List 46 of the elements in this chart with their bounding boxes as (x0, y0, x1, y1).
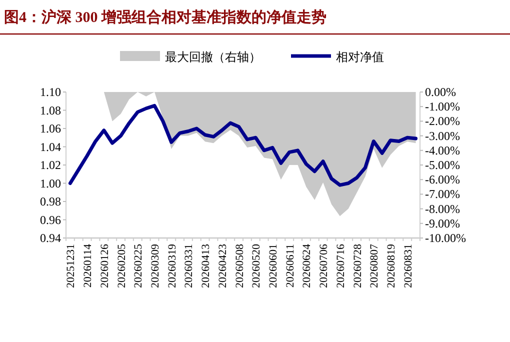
y-tick-label: 1.00 (40, 176, 61, 190)
legend: 相对净值 (291, 50, 384, 64)
x-tick-label: 20260114 (82, 244, 94, 288)
x-tick-label: 20260807 (368, 244, 381, 288)
y-tick-label: 1.02 (40, 158, 61, 172)
y-tick-label: 1.06 (40, 122, 61, 136)
y2-tick-label: -10.00% (425, 231, 466, 245)
y-tick-label: 0.94 (40, 231, 61, 245)
x-tick-label: 20251231 (65, 244, 78, 288)
x-tick-label: 20260309 (150, 244, 162, 288)
y2-tick-label: -4.00% (425, 143, 460, 158)
x-tick-label: 20260423 (216, 244, 229, 288)
legend-label: 最大回撤（右轴） (165, 50, 261, 64)
x-tick-label: 20260624 (301, 244, 314, 288)
y2-tick-label: -5.00% (425, 158, 460, 172)
x-tick-label: 20260819 (386, 244, 398, 288)
x-tick-label: 20260601 (268, 244, 280, 288)
chart-title: 图4：沪深 300 增强组合相对基准指数的净值走势 (4, 8, 326, 26)
y2-tick-label: -3.00% (425, 128, 460, 143)
x-tick-label: 20260706 (318, 244, 330, 288)
x-tick-label: 20260413 (200, 244, 212, 288)
x-tick-label: 20260319 (166, 244, 178, 288)
x-tick-label: 20260716 (334, 244, 347, 288)
y2-tick-label: -6.00% (425, 172, 460, 187)
y2-tick-label: -2.00% (425, 114, 460, 128)
y2-tick-label: -1.00% (425, 100, 460, 114)
x-tick-label: 20260611 (284, 244, 296, 288)
y-tick-label: 1.04 (40, 140, 61, 154)
y-tick-label: 0.98 (40, 194, 61, 208)
y-tick-label: 1.10 (40, 85, 61, 99)
y2-tick-label: -8.00% (425, 202, 460, 216)
x-tick-label: 20260205 (116, 244, 128, 288)
y2-tick-label: 0.00% (425, 85, 456, 99)
x-tick-label: 20260126 (98, 244, 111, 288)
x-tick-label: 20260331 (183, 244, 196, 288)
y2-tick-label: -7.00% (425, 187, 460, 202)
x-tick-label: 20260520 (250, 244, 263, 288)
y-tick-label: 0.96 (40, 212, 61, 227)
x-tick-label: 20260831 (402, 244, 414, 288)
y-tick-label: 1.08 (40, 103, 61, 118)
y2-tick-label: -9.00% (425, 216, 460, 230)
x-tick-label: 20260728 (352, 244, 364, 288)
legend-label: 相对净值 (336, 50, 384, 64)
legend: 最大回撤（右轴） (120, 50, 261, 64)
x-tick-label: 20260508 (234, 244, 246, 288)
x-tick-label: 20260225 (132, 244, 145, 288)
